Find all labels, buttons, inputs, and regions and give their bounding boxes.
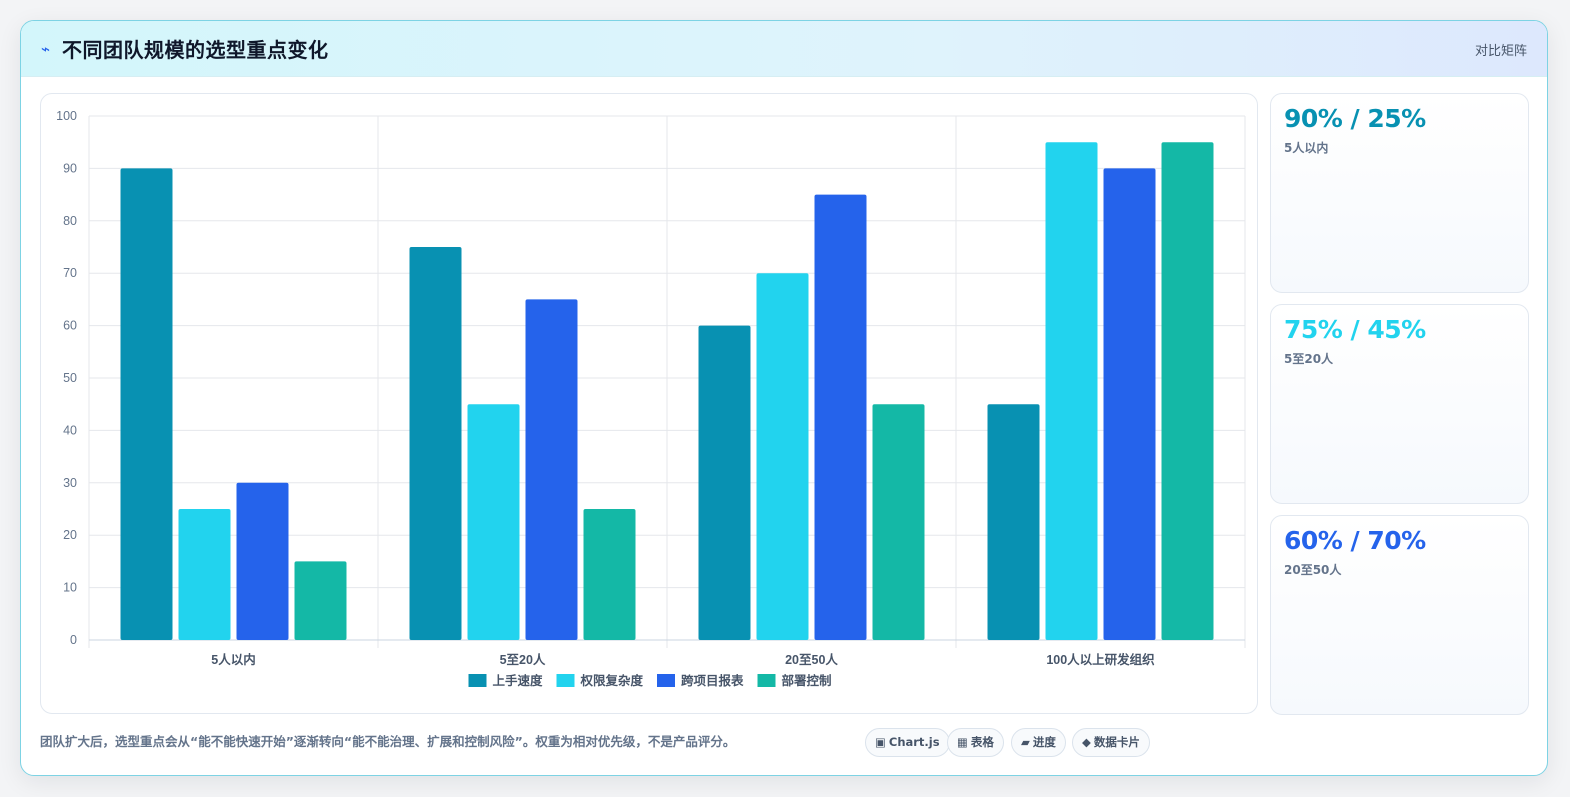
chart-panel: 0 10 20 30 40 50 60 70 80 90 100 5人以内 5至20人 20至50人 100… <box>40 93 1258 714</box>
bar <box>698 325 751 640</box>
stat-value: 60% / 70% <box>1284 526 1426 555</box>
y-tick-label: 100 <box>56 109 77 123</box>
y-tick-label: 70 <box>63 266 77 280</box>
legend-label: 跨项目报表 <box>681 673 744 688</box>
chip-chartjs[interactable]: ▣ Chart.js <box>865 728 950 757</box>
bar <box>872 404 925 640</box>
y-tick-label: 90 <box>63 161 77 175</box>
bar <box>1103 168 1156 640</box>
diamond-icon: ◆ <box>1082 735 1091 749</box>
bar <box>467 404 520 640</box>
stat-value: 75% / 45% <box>1284 315 1426 344</box>
legend-label: 部署控制 <box>782 673 832 688</box>
x-tick-label: 5至20人 <box>500 652 546 667</box>
table-icon: ▦ <box>957 735 968 749</box>
y-tick-label: 60 <box>63 319 77 333</box>
header-tag: 对比矩阵 <box>1474 44 1527 59</box>
y-tick-label: 30 <box>63 476 77 490</box>
chart-card: ⌁ 不同团队规模的选型重点变化 对比矩阵 0 10 20 30 40 50 60 70 80 90… <box>20 20 1548 776</box>
bar <box>236 482 289 640</box>
y-tick-label: 40 <box>63 423 77 437</box>
chip-table[interactable]: ▦ 表格 <box>947 728 1004 757</box>
bar <box>525 299 578 640</box>
chart-icon: ▣ <box>875 735 886 749</box>
x-tick-label: 100人以上研发组织 <box>1046 652 1155 667</box>
legend-label: 权限复杂度 <box>580 673 644 688</box>
bar <box>1161 142 1214 640</box>
page-title: 不同团队规模的选型重点变化 <box>62 38 329 62</box>
chip-label: 表格 <box>970 735 994 749</box>
legend-swatch <box>757 674 776 687</box>
bar <box>120 168 173 640</box>
chip-label: 进度 <box>1032 735 1056 749</box>
stat-value: 90% / 25% <box>1284 104 1426 133</box>
y-tick-label: 10 <box>63 581 77 595</box>
stat-label: 5人以内 <box>1284 141 1329 155</box>
card-header: ⌁ 不同团队规模的选型重点变化 对比矩阵 <box>21 21 1547 77</box>
lightning-icon: ⌁ <box>41 40 51 58</box>
bar <box>583 509 636 640</box>
y-tick-label: 20 <box>63 528 77 542</box>
progress-icon: ▰ <box>1021 735 1030 749</box>
bar <box>294 561 347 640</box>
stat-card: 60% / 70% 20至50人 <box>1270 515 1529 715</box>
footnote: 团队扩大后，选型重点会从“能不能快速开始”逐渐转向“能不能治理、扩展和控制风险”… <box>40 734 736 749</box>
legend-swatch <box>556 674 575 687</box>
legend-label: 上手速度 <box>493 673 544 688</box>
bar <box>1045 142 1098 640</box>
stat-card: 75% / 45% 5至20人 <box>1270 304 1529 504</box>
chip-progress[interactable]: ▰ 进度 <box>1011 728 1066 757</box>
bar <box>178 509 231 640</box>
bar <box>756 273 809 640</box>
x-tick-label: 20至50人 <box>785 652 838 667</box>
chip-label: 数据卡片 <box>1093 735 1140 749</box>
x-tick-label: 5人以内 <box>211 652 255 667</box>
stat-label: 5至20人 <box>1284 352 1334 366</box>
bar <box>409 247 462 640</box>
bar <box>814 194 867 640</box>
y-tick-label: 80 <box>63 214 77 228</box>
y-tick-label: 50 <box>63 371 77 385</box>
legend-swatch <box>468 674 487 687</box>
y-tick-label: 0 <box>70 633 77 647</box>
chip-label: Chart.js <box>888 735 940 749</box>
chip-data-card[interactable]: ◆ 数据卡片 <box>1072 728 1150 757</box>
bar-chart: 0 10 20 30 40 50 60 70 80 90 100 5人以内 5至20人 20至50人 100… <box>56 109 1246 688</box>
stat-label: 20至50人 <box>1284 563 1342 577</box>
legend-swatch <box>657 674 675 687</box>
bar <box>987 404 1040 640</box>
stat-card: 90% / 25% 5人以内 <box>1270 93 1529 293</box>
